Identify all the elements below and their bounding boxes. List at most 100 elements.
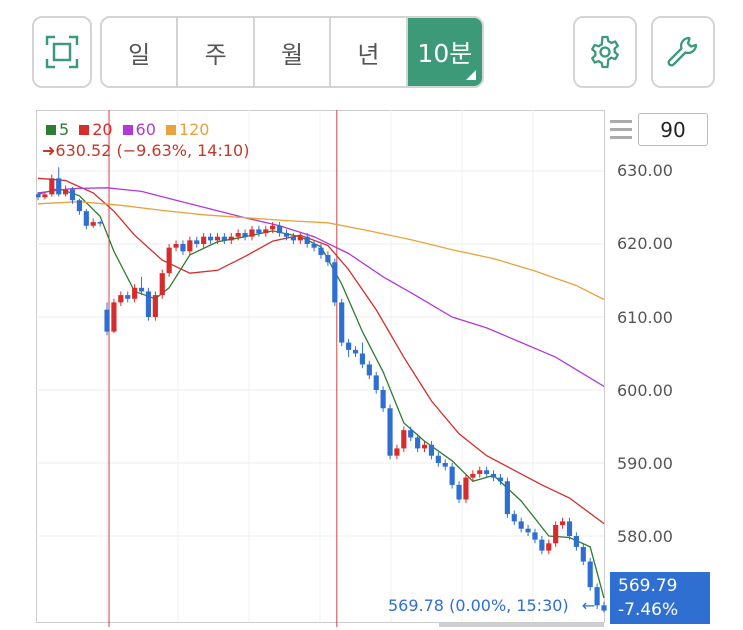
candle-body — [97, 222, 103, 224]
candle-body — [573, 536, 579, 547]
candle-body — [194, 240, 200, 244]
y-tick-label: 630.00 — [617, 161, 673, 180]
candle-body — [339, 302, 345, 343]
candle-body — [42, 194, 48, 198]
candle-body — [518, 521, 524, 529]
candle-body — [442, 463, 448, 467]
candle-body — [235, 233, 241, 237]
candle-body — [90, 222, 96, 226]
legend-item-ma120: 120 — [165, 120, 209, 139]
last-price-box: 569.79 -7.46% — [610, 572, 710, 624]
price-chart[interactable] — [36, 110, 710, 630]
candle-body — [484, 470, 490, 474]
period-tab-week[interactable]: 주 — [178, 18, 255, 86]
candle-body — [449, 466, 455, 485]
candle-body — [387, 408, 393, 456]
period-tab-month[interactable]: 월 — [255, 18, 332, 86]
candle-body — [504, 481, 510, 515]
candle-body — [76, 200, 83, 212]
candle-body — [214, 236, 221, 241]
y-tick-label: 580.00 — [617, 527, 673, 546]
candle-body — [366, 364, 372, 376]
period-tab-day[interactable]: 일 — [102, 18, 179, 86]
candle-body — [283, 233, 290, 237]
candle-body — [256, 229, 262, 234]
candle-body — [125, 295, 131, 299]
period-selector: 일 주 월 년 10분 — [100, 16, 484, 88]
candle-body — [525, 528, 531, 533]
ma-line-60 — [37, 187, 605, 387]
candle-body — [408, 430, 414, 438]
candle-body — [359, 353, 366, 365]
candle-body — [173, 244, 179, 248]
candle-body — [346, 342, 352, 350]
fullscreen-icon — [45, 35, 79, 69]
candle-body — [263, 229, 269, 234]
y-tick-label: 590.00 — [617, 454, 673, 473]
period-tab-10min[interactable]: 10분 — [407, 18, 482, 86]
candle-body — [428, 444, 435, 456]
candle-body — [138, 287, 145, 292]
candle-body — [332, 262, 338, 303]
tools-button[interactable] — [651, 16, 715, 88]
candle-body — [276, 225, 283, 234]
candle-body — [201, 236, 207, 244]
last-price-label: 569.78 (0.00%, 15:30) ← — [388, 596, 596, 615]
candle-body — [532, 532, 538, 540]
candle-body — [559, 521, 566, 526]
wrench-icon — [667, 36, 698, 67]
candle-body — [242, 233, 248, 237]
candle-count-input[interactable]: 90 — [638, 113, 708, 146]
candle-body — [435, 455, 441, 463]
fullscreen-button[interactable] — [32, 16, 92, 88]
legend-item-ma20: 20 — [79, 120, 113, 139]
settings-button[interactable] — [573, 16, 637, 88]
ma-line-120 — [37, 201, 605, 301]
candle-body — [111, 302, 117, 332]
candle-body — [221, 236, 227, 241]
candle-body — [546, 543, 552, 551]
candle-body — [166, 247, 172, 274]
candle-body — [325, 254, 331, 263]
candle-body — [601, 605, 607, 611]
candle-body — [118, 295, 124, 303]
gear-icon — [591, 35, 619, 69]
candle-body — [83, 211, 89, 226]
candle-body — [311, 244, 317, 248]
candle-body — [463, 477, 469, 500]
candle-body — [132, 287, 138, 299]
candle-body — [587, 561, 593, 588]
candle-body — [36, 194, 41, 198]
candle-body — [318, 247, 324, 255]
chart-scrollbar — [439, 623, 604, 627]
candle-body — [580, 546, 586, 562]
candle-body — [304, 236, 310, 244]
candle-body — [566, 521, 573, 536]
candle-body — [152, 295, 158, 317]
legend-item-ma5: 5 — [46, 120, 69, 139]
candle-body — [228, 236, 234, 241]
candle-body — [297, 236, 303, 241]
candle-body — [490, 473, 497, 478]
period-tab-year[interactable]: 년 — [331, 18, 408, 86]
candle-body — [594, 587, 600, 606]
candle-body — [159, 273, 165, 296]
candle-body — [352, 349, 359, 354]
candle-body — [456, 484, 462, 500]
candle-body — [553, 525, 559, 544]
y-tick-label: 620.00 — [617, 234, 673, 253]
menu-icon[interactable] — [610, 120, 632, 140]
candle-body — [380, 390, 386, 409]
y-tick-label: 610.00 — [617, 308, 673, 327]
candle-body — [497, 477, 504, 482]
last-change: -7.46% — [618, 600, 679, 620]
candle-body — [270, 225, 276, 230]
candle-body — [394, 448, 400, 456]
ma-line-20 — [37, 177, 605, 525]
candle-body — [180, 244, 186, 252]
candle-body — [145, 291, 152, 317]
high-price-label: ➜630.52 (−9.63%, 14:10) — [42, 141, 250, 160]
legend-item-ma60: 60 — [122, 120, 156, 139]
candle-body — [539, 539, 545, 551]
candle-body — [477, 470, 483, 474]
